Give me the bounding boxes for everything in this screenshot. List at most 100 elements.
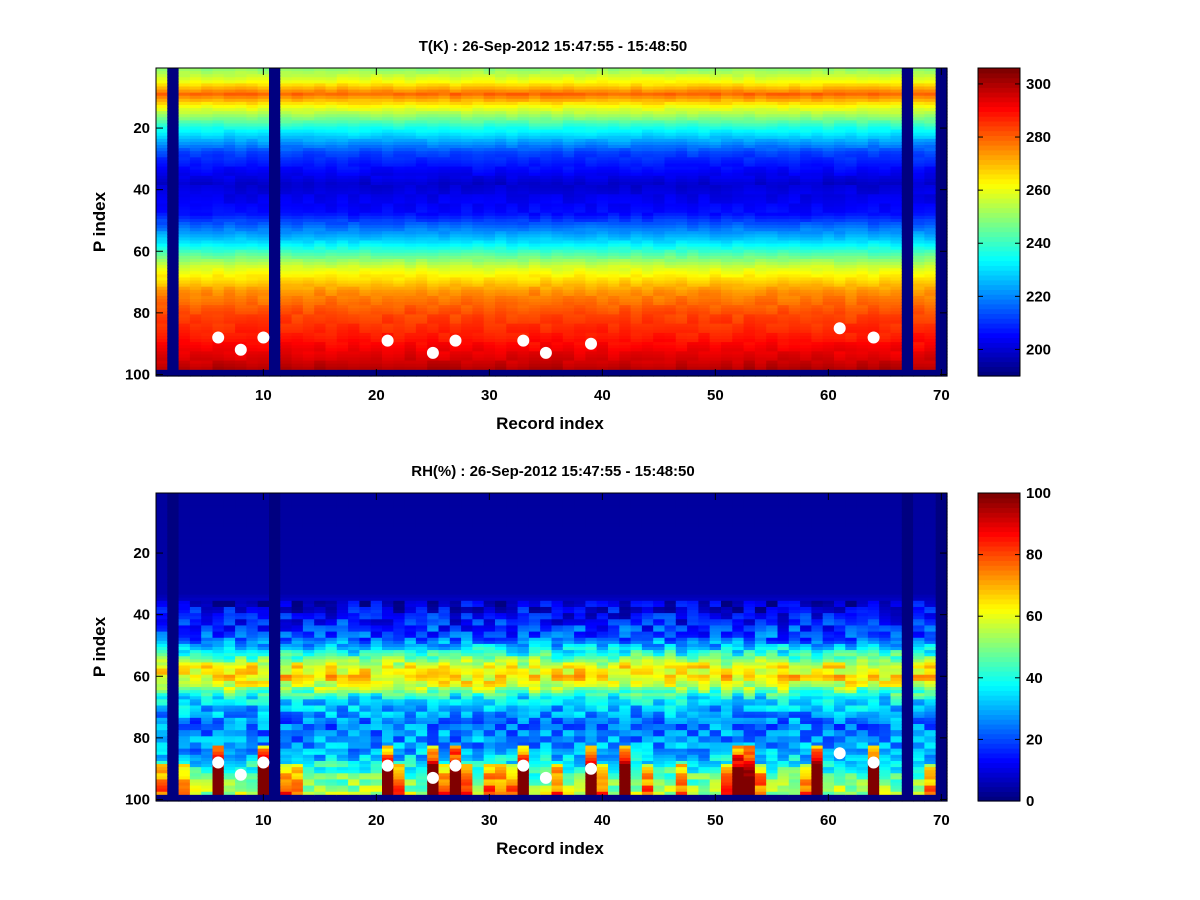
heatmap-cell <box>336 120 349 125</box>
heatmap-cell <box>189 126 202 131</box>
heatmap-cell <box>302 231 315 235</box>
heatmap-cell <box>359 363 372 368</box>
heatmap-cell <box>314 289 327 294</box>
heatmap-cell <box>415 83 428 88</box>
heatmap-cell <box>156 277 168 282</box>
heatmap-cell <box>257 314 270 319</box>
heatmap-cell <box>348 308 360 312</box>
heatmap-cell <box>393 194 406 198</box>
heatmap-cell <box>246 111 259 115</box>
heatmap-cell <box>472 302 485 306</box>
heatmap-cell <box>438 354 451 359</box>
heatmap-cell <box>178 243 191 248</box>
heatmap-cell <box>314 363 327 368</box>
heatmap-cell <box>393 166 406 171</box>
heatmap-cell <box>382 178 394 183</box>
heatmap-cell <box>404 314 417 319</box>
heatmap-cell <box>212 194 225 198</box>
heatmap-cell <box>167 98 180 103</box>
heatmap-cell <box>415 126 428 131</box>
heatmap-cell <box>156 363 168 368</box>
heatmap-cell <box>257 320 270 325</box>
heatmap-cell <box>404 243 417 248</box>
heatmap-cell <box>269 175 281 180</box>
heatmap-cell <box>336 114 349 118</box>
heatmap-cell <box>495 104 507 109</box>
heatmap-cell <box>359 299 372 303</box>
heatmap-cell <box>427 246 440 251</box>
heatmap-cell <box>223 268 236 272</box>
heatmap-cell <box>325 141 338 146</box>
heatmap-cell <box>201 354 214 359</box>
heatmap-cell <box>246 92 259 97</box>
heatmap-cell <box>336 89 349 94</box>
heatmap-cell <box>382 311 394 315</box>
heatmap-cell <box>348 329 360 334</box>
heatmap-cell <box>404 209 417 214</box>
heatmap-cell <box>167 188 180 192</box>
heatmap-cell <box>291 305 304 309</box>
heatmap-cell <box>404 295 417 300</box>
heatmap-cell <box>178 369 191 374</box>
heatmap-cell <box>438 197 451 202</box>
heatmap-cell <box>178 372 191 377</box>
heatmap-cell <box>223 172 236 177</box>
heatmap-cell <box>212 104 225 109</box>
heatmap-cell <box>415 123 428 128</box>
heatmap-cell <box>393 249 406 254</box>
heatmap-cell <box>404 74 417 78</box>
heatmap-cell <box>257 206 270 211</box>
heatmap-cell <box>235 363 247 368</box>
heatmap-cell <box>393 191 406 195</box>
heatmap-cell <box>178 335 191 340</box>
heatmap-cell <box>393 148 406 152</box>
heatmap-cell <box>393 83 406 88</box>
heatmap-cell <box>223 145 236 149</box>
heatmap-cell <box>156 345 168 349</box>
heatmap-cell <box>314 212 327 217</box>
heatmap-cell <box>167 178 180 183</box>
heatmap-cell <box>280 305 293 309</box>
heatmap-cell <box>348 209 360 214</box>
heatmap-cell <box>280 200 293 205</box>
heatmap-cell <box>438 240 451 245</box>
heatmap-cell <box>269 348 281 352</box>
heatmap-cell <box>382 212 394 217</box>
heatmap-cell <box>382 98 394 103</box>
heatmap-cell <box>393 89 406 94</box>
heatmap-cell <box>370 323 383 328</box>
heatmap-cell <box>404 92 417 97</box>
heatmap-cell <box>393 329 406 334</box>
heatmap-cell <box>167 283 180 288</box>
heatmap-cell <box>291 215 304 220</box>
heatmap-cell <box>156 299 168 303</box>
heatmap-cell <box>404 145 417 149</box>
heatmap-cell <box>382 145 394 149</box>
heatmap-cell <box>269 231 281 235</box>
heatmap-cell <box>269 255 281 260</box>
heatmap-cell <box>189 163 202 168</box>
heatmap-cell <box>280 148 293 152</box>
heatmap-cell <box>291 366 304 371</box>
heatmap-cell <box>223 206 236 211</box>
heatmap-cell <box>235 317 247 322</box>
heatmap-cell <box>370 243 383 248</box>
heatmap-cell <box>348 237 360 242</box>
heatmap-cell <box>325 277 338 282</box>
heatmap-cell <box>415 117 428 121</box>
heatmap-cell <box>495 117 507 121</box>
heatmap-cell <box>189 286 202 291</box>
heatmap-cell <box>483 154 496 158</box>
heatmap-cell <box>156 335 168 340</box>
heatmap-cell <box>167 181 180 186</box>
heatmap-cell <box>201 265 214 269</box>
heatmap-cell <box>427 83 440 88</box>
heatmap-cell <box>370 154 383 158</box>
heatmap-cell <box>336 283 349 288</box>
heatmap-cell <box>201 323 214 328</box>
heatmap-cell <box>495 145 507 149</box>
heatmap-cell <box>382 372 394 377</box>
heatmap-cell <box>223 332 236 337</box>
heatmap-cell <box>472 185 485 189</box>
heatmap-cell <box>359 237 372 242</box>
